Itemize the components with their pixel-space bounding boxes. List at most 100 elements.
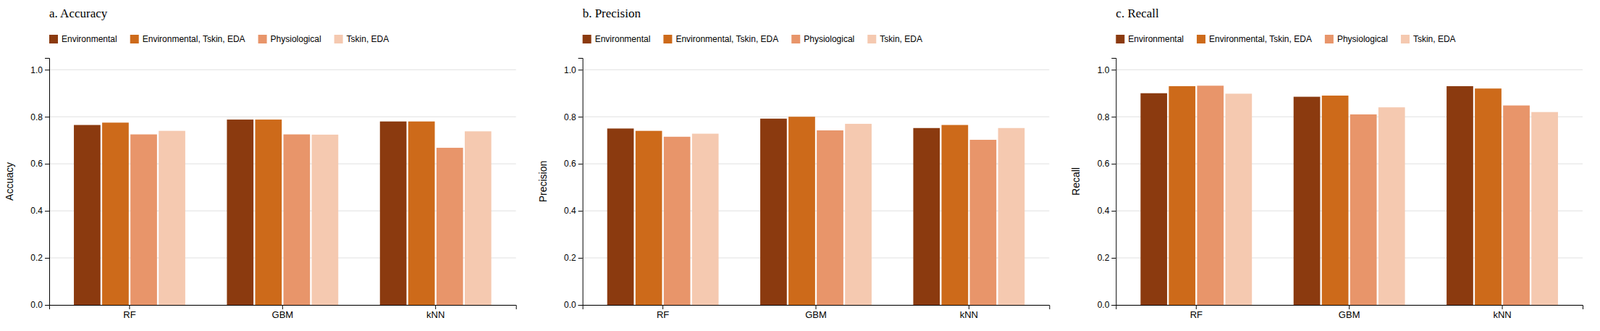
x-tick-mark [968, 304, 970, 310]
bar-series [102, 119, 435, 305]
bar [663, 136, 691, 305]
y-tick-mark [44, 257, 50, 259]
x-axis: RFGBMkNN [582, 304, 1050, 320]
x-tick-mark [1502, 304, 1503, 310]
legend-swatch [130, 34, 140, 44]
bar [816, 130, 844, 305]
bar-series [635, 116, 968, 305]
bars [607, 116, 1026, 305]
bar [1196, 85, 1224, 305]
bar [607, 128, 635, 305]
x-tick: GBM [1338, 304, 1361, 320]
y-tick: 0.4 [30, 205, 50, 216]
legend-swatch [867, 34, 877, 44]
grid [582, 69, 1050, 305]
legend-label: Environmental [595, 34, 651, 45]
y-tick: 0.4 [563, 205, 583, 216]
x-tick: kNN [1492, 304, 1511, 320]
y-tick-mark [578, 257, 583, 259]
legend-swatch [1400, 34, 1410, 44]
bar [1225, 93, 1253, 305]
legend-label: Physiological [1337, 34, 1388, 45]
bars [73, 119, 492, 305]
y-axis-title: Precision [537, 160, 549, 203]
axis-line [582, 305, 1050, 310]
y-tick-mark [44, 163, 50, 165]
y-tick: 0.8 [563, 112, 583, 123]
y-tick-mark [1111, 257, 1116, 259]
legend-item: Environmental, Tskin, EDA [663, 34, 779, 45]
x-tick-label: GBM [805, 309, 827, 320]
y-tick: 0.2 [563, 252, 583, 263]
y-tick-label: 0.6 [1097, 158, 1110, 169]
legend-item: Environmental [49, 34, 118, 45]
y-tick: 0.8 [30, 112, 50, 123]
legend-label: Physiological [803, 34, 855, 45]
x-tick-mark [662, 304, 664, 310]
bar [464, 131, 492, 305]
x-tick-label: RF [1190, 309, 1203, 320]
y-tick-label: 0.6 [563, 158, 577, 169]
y-tick-mark [578, 304, 583, 306]
y-tick: 0.0 [1097, 299, 1117, 310]
bar [254, 119, 282, 305]
chart-title: b. Precision [582, 6, 642, 21]
bar-series [73, 119, 407, 305]
axis-line [578, 58, 584, 306]
bar-series [1168, 86, 1501, 305]
axis-line [1111, 58, 1117, 306]
plot-area: RFGBMkNN0.00.20.40.60.81.0Recall [1070, 58, 1583, 321]
x-tick: GBM [805, 304, 827, 320]
axis-line [44, 58, 50, 306]
bar-series [607, 118, 940, 305]
figure: RF GBM kNN 0.0 0.2 0.4 0.6 0.8 1.0 Accuacy a. Accu… [0, 0, 1600, 331]
legend-label: Environmental [61, 34, 118, 45]
legend-item: Tskin, EDA [1400, 34, 1456, 45]
bar-series [158, 131, 491, 305]
bar-series [663, 130, 997, 305]
x-tick: kNN [426, 304, 445, 320]
y-tick-mark [1111, 116, 1116, 118]
bar [130, 134, 158, 305]
panel: RFGBMkNN0.00.20.40.60.81.0Accuacya. Accu… [3, 6, 517, 320]
y-tick-mark [44, 116, 50, 118]
bar [226, 119, 254, 305]
bar [1293, 97, 1321, 305]
x-tick-label: kNN [960, 309, 979, 320]
y-tick: 0.2 [1097, 252, 1117, 263]
y-axis-title: Accuacy [3, 162, 16, 201]
y-tick-mark [578, 210, 583, 212]
legend-item: Physiological [1324, 34, 1388, 45]
y-tick-label: 0.0 [30, 299, 43, 310]
legend-swatch [49, 34, 58, 44]
grid [49, 69, 517, 305]
y-tick-label: 0.0 [563, 299, 577, 310]
bar [408, 121, 436, 305]
x-tick-label: GBM [272, 309, 294, 320]
bar [1378, 107, 1406, 305]
bar-series [1140, 86, 1473, 305]
y-tick-mark [44, 304, 50, 306]
bar [158, 131, 186, 305]
chart-title: a. Accuracy [49, 6, 108, 21]
x-tick-mark [1196, 304, 1197, 310]
bar [1168, 86, 1196, 305]
legend: EnvironmentalEnvironmental, Tskin, EDAPh… [49, 34, 389, 45]
legend: EnvironmentalEnvironmental, Tskin, EDAPh… [1115, 34, 1456, 45]
bar [998, 128, 1026, 305]
legend-swatch [1196, 34, 1206, 44]
axis-line [49, 305, 517, 310]
bar [73, 125, 101, 305]
grid [1115, 69, 1583, 305]
x-tick-label: kNN [1492, 309, 1511, 320]
legend-swatch [791, 34, 800, 44]
legend-label: Environmental, Tskin, EDA [675, 34, 779, 45]
plot-area: RFGBMkNN0.00.20.40.60.81.0Accuacy [3, 58, 517, 321]
panel: RFGBMkNN0.00.20.40.60.81.0Precisionb. Pr… [537, 6, 1050, 320]
chart-title: c. Recall [1115, 6, 1160, 21]
legend-item: Physiological [791, 34, 855, 45]
y-tick-label: 1.0 [1097, 65, 1110, 76]
y-tick-mark [44, 210, 50, 212]
bar [941, 125, 968, 305]
y-tick-label: 0.4 [1097, 205, 1110, 216]
